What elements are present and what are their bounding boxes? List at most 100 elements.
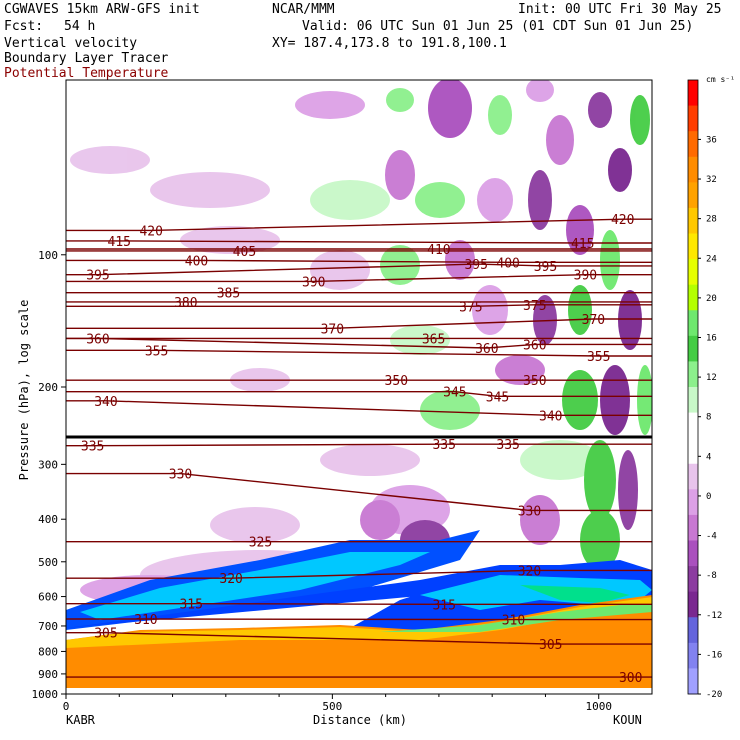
colorbar-swatch bbox=[688, 540, 698, 567]
isentrope-label: 400 bbox=[185, 254, 208, 269]
init-time: Init: 00 UTC Fri 30 May 25 bbox=[518, 2, 722, 17]
isentropes bbox=[66, 218, 652, 678]
isentrope-label: 400 bbox=[496, 256, 519, 271]
x-tick-label: 0 bbox=[63, 700, 70, 713]
isentrope-label: 390 bbox=[574, 269, 597, 284]
isentrope-label: 395 bbox=[464, 258, 487, 273]
isentrope-label: 315 bbox=[432, 598, 455, 613]
colorbar-swatch bbox=[688, 259, 698, 286]
isentrope-line bbox=[66, 618, 652, 621]
isentrope-label: 320 bbox=[219, 572, 242, 587]
y-tick-label: 300 bbox=[38, 458, 58, 471]
valid-time: Valid: 06 UTC Sun 01 Jun 25 (01 CDT Sun … bbox=[302, 19, 694, 34]
isentrope-label: 345 bbox=[486, 390, 509, 405]
isentrope-line bbox=[66, 632, 652, 645]
colorbar-swatch bbox=[688, 617, 698, 644]
colorbar-tick-label: -8 bbox=[706, 571, 717, 581]
colorbar-swatch bbox=[688, 566, 698, 593]
isentrope-label: 320 bbox=[518, 564, 541, 579]
isentrope-label: 375 bbox=[523, 299, 546, 314]
isentrope-line bbox=[66, 569, 652, 579]
isentrope-line bbox=[66, 263, 652, 276]
y-tick-label: 700 bbox=[38, 620, 58, 633]
colorbar: 36 32 28 24 20 16 12 8 4 0 -4 -8 -12 -16 -20 bbox=[687, 79, 722, 700]
isentrope-label: 335 bbox=[496, 438, 519, 453]
isentrope-line bbox=[66, 443, 652, 447]
isentrope-label: 345 bbox=[443, 386, 466, 401]
colorbar-swatch bbox=[688, 642, 698, 669]
isentrope-label: 350 bbox=[523, 374, 546, 389]
right-station-label: KOUN bbox=[613, 713, 642, 727]
isentrope-line bbox=[66, 318, 652, 329]
y-tick-label: 400 bbox=[38, 513, 58, 526]
isentrope-label: 370 bbox=[582, 313, 605, 328]
isentrope-label: 420 bbox=[139, 224, 162, 239]
x-tick-label: 1000 bbox=[585, 700, 612, 713]
colorbar-tick-label: 20 bbox=[706, 294, 717, 304]
x-axis-label: Distance (km) bbox=[313, 713, 407, 727]
colorbar-tick-label: -16 bbox=[706, 650, 722, 660]
y-tick-label: 200 bbox=[38, 381, 58, 394]
colorbar-swatch bbox=[688, 182, 698, 209]
y-axis-label: Pressure (hPa), log scale bbox=[17, 300, 31, 481]
y-tick-label: 500 bbox=[38, 556, 58, 569]
isentrope-label: 340 bbox=[539, 409, 562, 424]
isentrope-label: 340 bbox=[94, 395, 117, 410]
colorbar-tick-label: -12 bbox=[706, 611, 722, 621]
isentrope-label: 415 bbox=[571, 237, 594, 252]
field-bl-tracer: Boundary Layer Tracer bbox=[4, 51, 169, 66]
colorbar-swatch bbox=[688, 514, 698, 541]
colorbar-tick-label: -4 bbox=[706, 532, 717, 542]
isentrope-label: 360 bbox=[86, 332, 109, 347]
colorbar-swatch bbox=[688, 463, 698, 490]
colorbar-swatch bbox=[688, 361, 698, 388]
isentrope-label: 395 bbox=[86, 269, 109, 284]
colorbar-swatch bbox=[688, 335, 698, 362]
isentrope-label: 360 bbox=[475, 342, 498, 357]
colorbar-swatch bbox=[688, 668, 698, 695]
isentrope-label: 325 bbox=[249, 536, 272, 551]
isentrope-label: 310 bbox=[134, 613, 157, 628]
isentrope-line bbox=[66, 391, 652, 397]
colorbar-swatch bbox=[688, 131, 698, 158]
colorbar-swatch bbox=[688, 233, 698, 260]
x-axis: 0 500 1000 bbox=[63, 694, 612, 713]
isentrope-line bbox=[66, 274, 652, 283]
colorbar-tick-label: 8 bbox=[706, 413, 711, 423]
colorbar-swatch bbox=[688, 591, 698, 618]
colorbar-swatch bbox=[688, 284, 698, 311]
isentrope-label: 365 bbox=[422, 332, 445, 347]
colorbar-swatch bbox=[688, 156, 698, 183]
isentrope-label: 310 bbox=[502, 614, 525, 629]
field-vertical-velocity: Vertical velocity bbox=[4, 36, 138, 51]
left-station-label: KABR bbox=[66, 713, 96, 727]
isentrope-label: 405 bbox=[233, 245, 256, 260]
y-tick-label: 1000 bbox=[32, 688, 59, 701]
colorbar-tick-label: 4 bbox=[706, 452, 711, 462]
colorbar-tick-label: 16 bbox=[706, 333, 717, 343]
cross-section-endpoints: XY= 187.4,173.8 to 191.8,100.1 bbox=[272, 36, 507, 51]
colorbar-swatch bbox=[688, 310, 698, 337]
isentrope-label: 305 bbox=[94, 627, 117, 642]
colorbar-tick-label: 24 bbox=[706, 254, 717, 264]
colorbar-tick-label: 12 bbox=[706, 373, 717, 383]
isentrope-label: 380 bbox=[174, 296, 197, 311]
model-title: CGWAVES 15km ARW-GFS init bbox=[4, 2, 200, 17]
colorbar-tick-label: -20 bbox=[706, 690, 722, 700]
y-tick-label: 100 bbox=[38, 249, 58, 262]
colorbar-tick-label: 0 bbox=[706, 492, 711, 502]
isentrope-label: 330 bbox=[518, 504, 541, 519]
y-tick-label: 900 bbox=[38, 668, 58, 681]
isentrope-label: 335 bbox=[81, 440, 104, 455]
isentrope-line bbox=[66, 603, 652, 605]
isentrope-label: 315 bbox=[179, 598, 202, 613]
isentrope-label: 385 bbox=[217, 287, 240, 302]
isentrope-line bbox=[66, 304, 652, 307]
isentrope-label: 375 bbox=[459, 300, 482, 315]
colorbar-swatch bbox=[688, 438, 698, 465]
isentrope-label: 330 bbox=[169, 468, 192, 483]
colorbar-swatch bbox=[688, 207, 698, 234]
isentrope-label: 390 bbox=[302, 275, 325, 290]
isentrope-line bbox=[66, 349, 652, 357]
isentrope-label: 410 bbox=[427, 243, 450, 258]
